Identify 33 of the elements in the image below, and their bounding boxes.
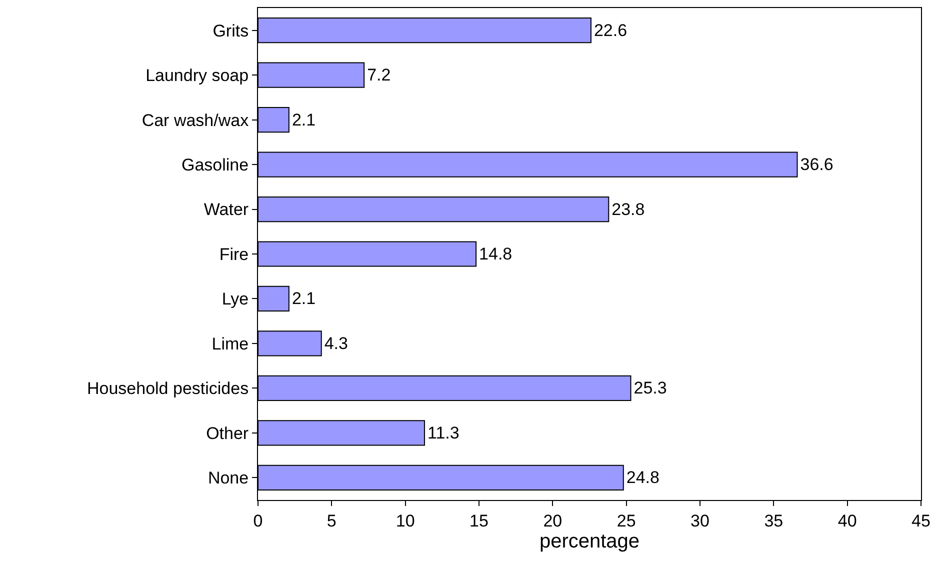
x-tick-label: 40 — [838, 511, 857, 530]
y-tick-label: Other — [206, 424, 249, 443]
x-tick-label: 25 — [616, 511, 636, 530]
data-label: 22.6 — [594, 20, 628, 40]
y-tick-label: Lye — [222, 290, 249, 309]
y-tick-label: Fire — [219, 244, 249, 264]
data-label: 4.3 — [324, 334, 348, 353]
x-tick-label: 15 — [470, 511, 488, 530]
y-tick-label: Car wash/wax — [142, 110, 250, 130]
x-axis-title: percentage — [539, 530, 640, 552]
x-tick-label: 45 — [912, 511, 930, 530]
y-tick-label: Lime — [212, 334, 249, 354]
y-tick-label: Household pesticides — [86, 379, 249, 398]
x-tick-label: 20 — [543, 511, 562, 530]
data-label: 11.3 — [427, 423, 460, 442]
data-label: 25.3 — [634, 378, 667, 398]
data-label: 36.6 — [800, 155, 834, 174]
y-tick-label: Laundry soap — [146, 66, 249, 86]
y-tick-label: Water — [204, 200, 249, 220]
x-tick-label: 0 — [253, 511, 263, 530]
data-label: 23.8 — [612, 200, 645, 219]
data-label: 2.1 — [292, 289, 316, 308]
data-label: 2.1 — [292, 110, 316, 130]
y-tick-label: None — [208, 468, 249, 488]
x-tick-label: 35 — [764, 511, 784, 530]
data-label: 7.2 — [367, 66, 391, 85]
x-tick-label: 10 — [396, 511, 415, 530]
data-label: 14.8 — [479, 244, 512, 264]
x-tick-label: 5 — [326, 511, 336, 530]
y-tick-label: Gasoline — [181, 156, 249, 174]
x-tick-label: 30 — [690, 511, 710, 530]
data-label: 24.8 — [626, 468, 660, 488]
y-tick-label: Grits — [212, 21, 249, 40]
